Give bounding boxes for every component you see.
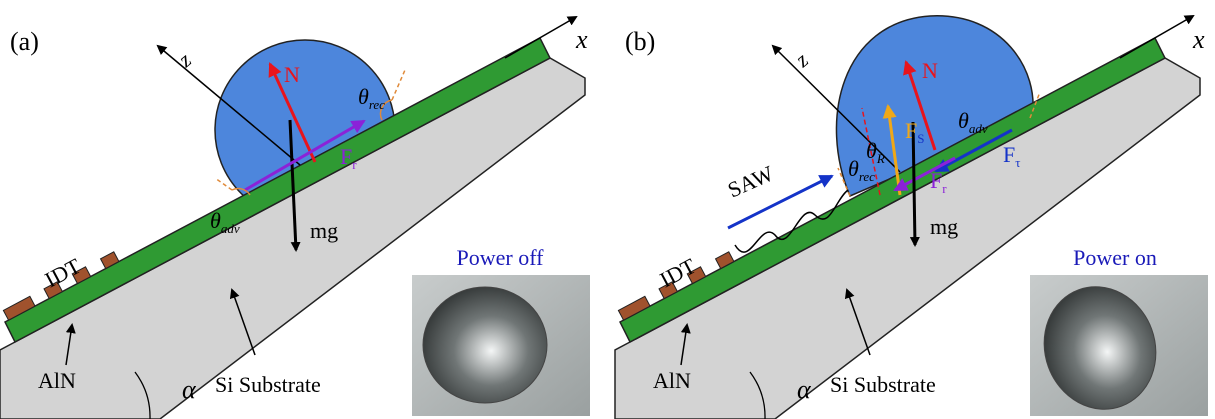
subscript: R [876, 151, 885, 166]
tangent-line [392, 70, 405, 100]
subscript: S [917, 131, 924, 146]
z-label: z [789, 47, 813, 73]
symbol: F [905, 118, 917, 143]
subscript: adv [221, 221, 240, 236]
panel-b: (b) z x N SAW FS θR θadv θrec Fτ Fr mg I… [615, 16, 1208, 419]
aln-label: AlN [38, 368, 76, 393]
alpha-label: α [182, 375, 197, 404]
photo-caption: Power off [457, 245, 545, 270]
substrate-label: Si Substrate [215, 372, 321, 397]
subscript: rec [369, 97, 385, 112]
symbol: θ [866, 138, 877, 163]
x-label: x [575, 25, 588, 54]
subscript: adv [969, 121, 988, 136]
subscript: r [942, 181, 947, 196]
panel-label: (a) [10, 27, 39, 56]
panel-label: (b) [625, 27, 655, 56]
n-label: N [284, 62, 300, 87]
saw-label: SAW [724, 160, 777, 202]
subscript: rec [859, 169, 875, 184]
symbol: F [1003, 142, 1015, 167]
photo-droplet [423, 287, 547, 403]
figure: (a) z x N θrec θadv Fr mg IDT AlN Si Sub… [0, 0, 1215, 419]
photo-caption: Power on [1073, 245, 1157, 270]
subscript: r [352, 157, 357, 172]
mg-label: mg [930, 214, 958, 239]
x-label: x [1192, 25, 1205, 54]
symbol: θ [210, 208, 221, 233]
n-label: N [922, 58, 938, 83]
aln-label: AlN [653, 368, 691, 393]
symbol: F [340, 144, 352, 169]
panel-a: (a) z x N θrec θadv Fr mg IDT AlN Si Sub… [0, 17, 590, 419]
substrate-label: Si Substrate [830, 372, 936, 397]
alpha-label: α [797, 375, 812, 404]
subscript: τ [1015, 155, 1020, 170]
symbol: θ [358, 84, 369, 109]
symbol: θ [958, 108, 969, 133]
symbol: θ [848, 156, 859, 181]
symbol: F [930, 168, 942, 193]
mg-label: mg [310, 218, 338, 243]
